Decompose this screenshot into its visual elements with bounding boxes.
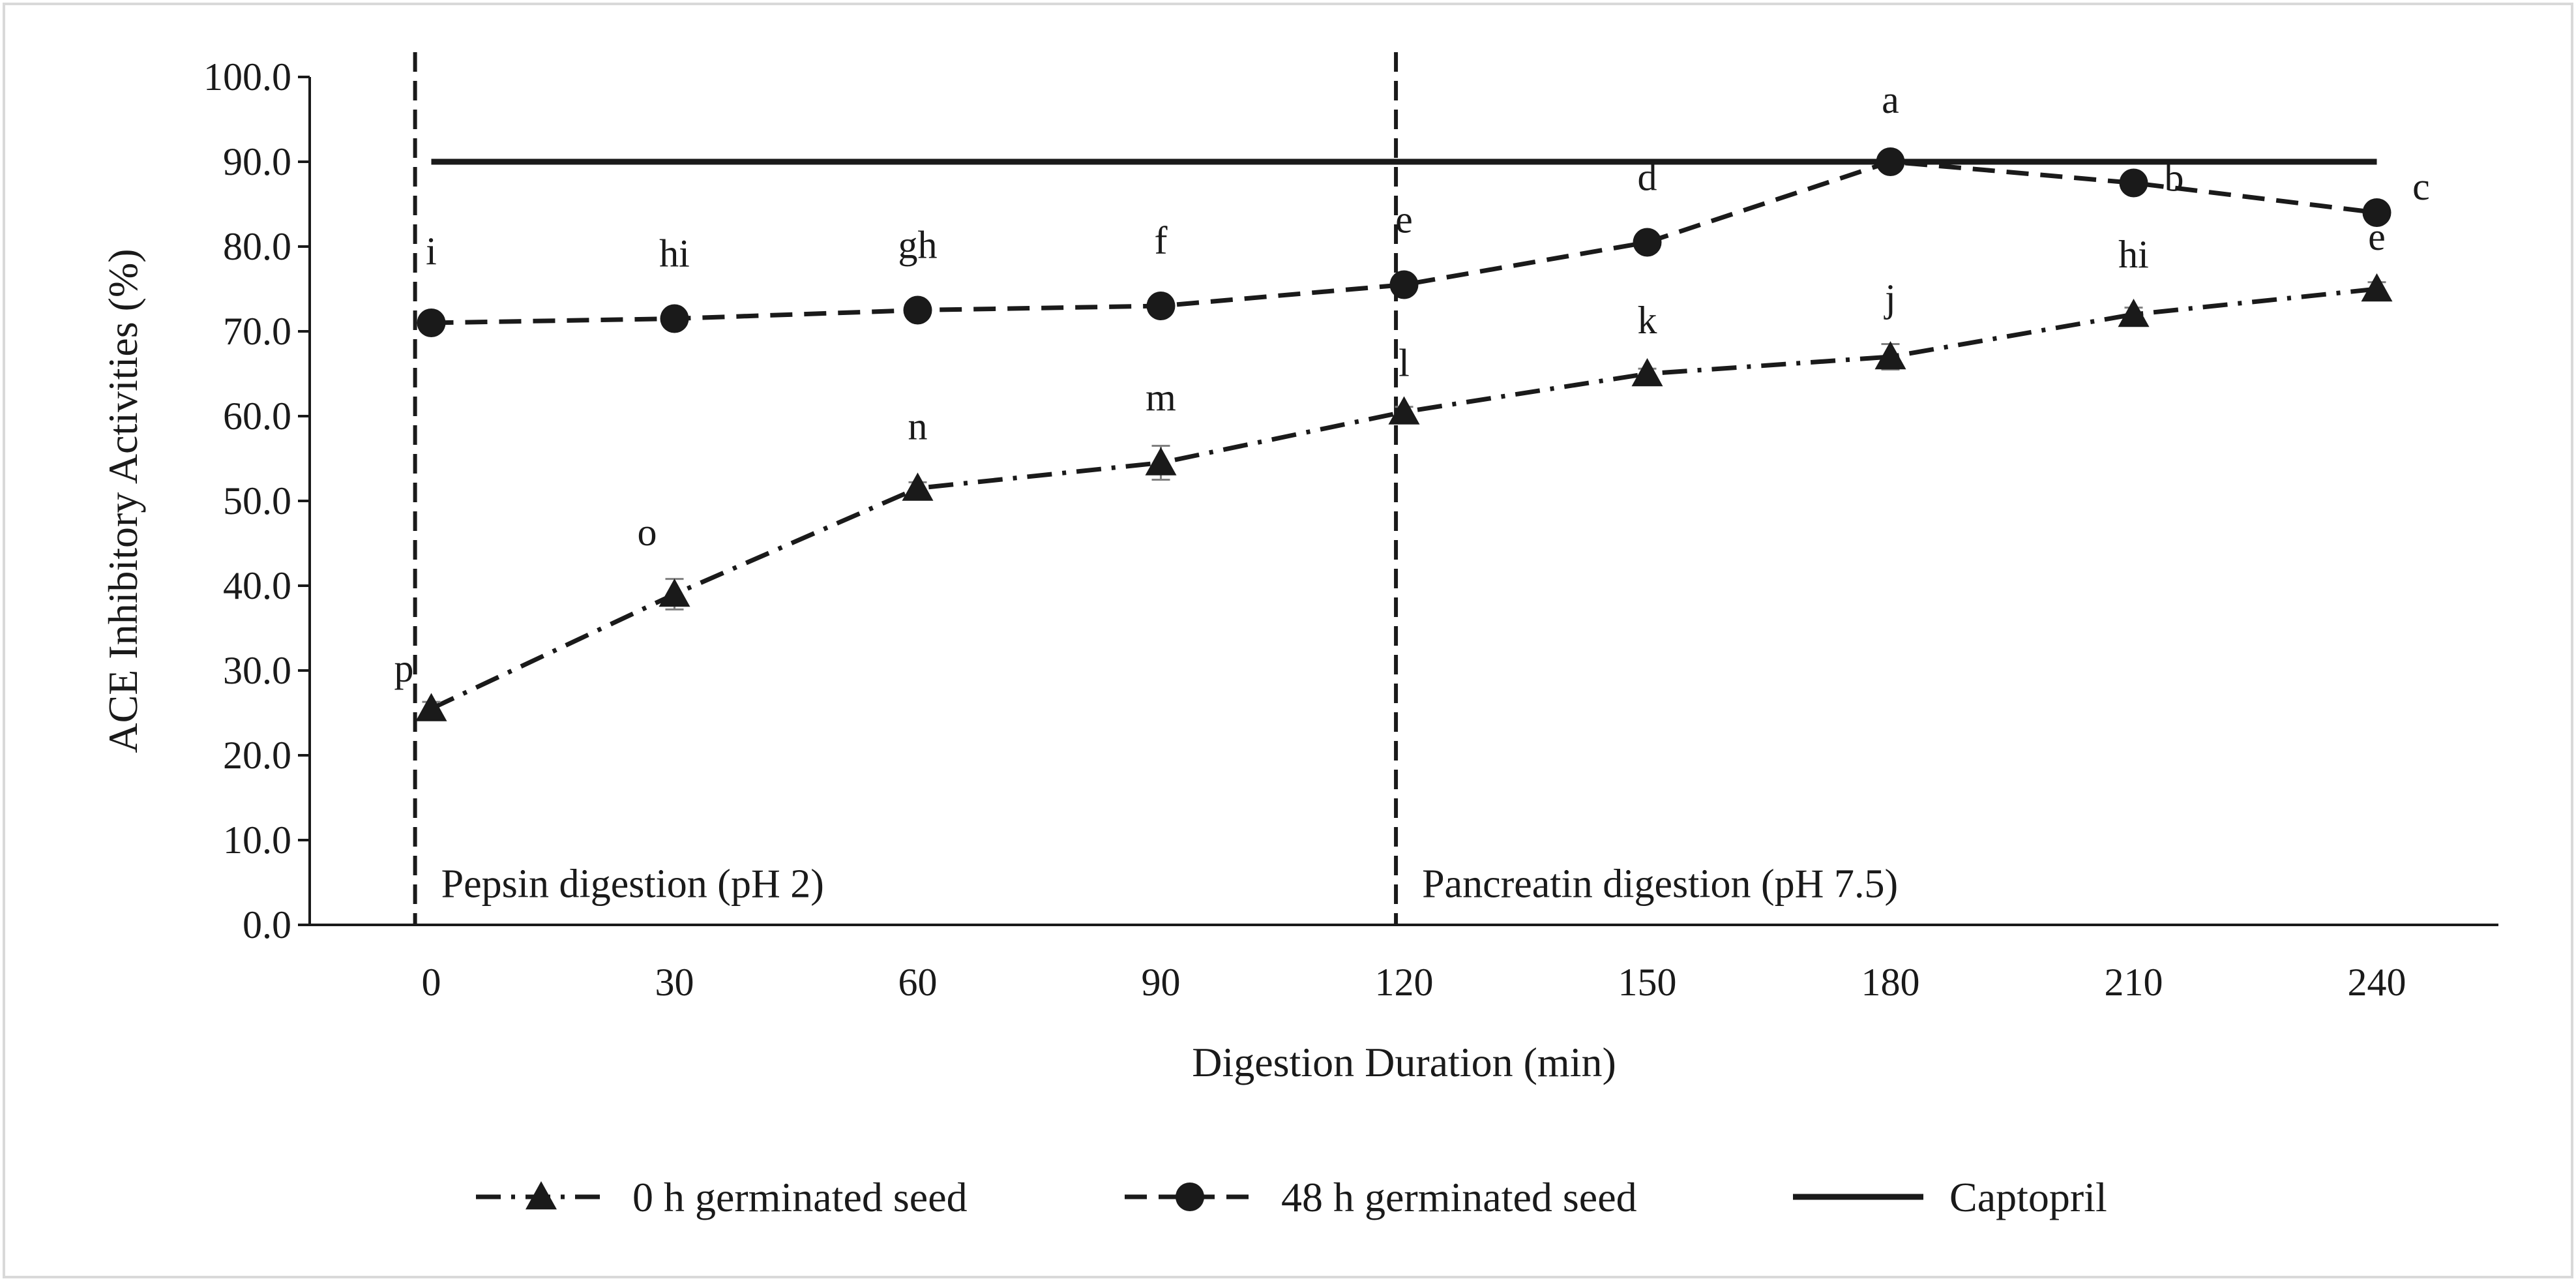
x-tick-label: 120 (1375, 961, 1434, 1004)
significance-letter: hi (659, 232, 690, 275)
x-tick-label: 240 (2348, 961, 2406, 1004)
y-tick-label: 30.0 (223, 649, 291, 692)
significance-letter: gh (898, 224, 938, 267)
reference-label: Pepsin digestion (pH 2) (441, 862, 824, 907)
data-point-circle (660, 304, 689, 333)
significance-letter: e (2368, 215, 2386, 258)
chart-frame (3, 3, 2573, 1278)
x-tick-label: 30 (655, 961, 694, 1004)
data-point-circle (2119, 168, 2148, 198)
legend-label: 0 h germinated seed (632, 1174, 968, 1220)
data-point-triangle (1631, 358, 1663, 387)
significance-letter: p (394, 647, 414, 690)
data-point-circle (1633, 228, 1662, 257)
data-point-triangle (902, 472, 934, 501)
legend: 0 h germinated seed 48 h germinated seed C… (476, 1174, 2107, 1220)
significance-letter: c (2412, 165, 2430, 208)
y-tick-label: 70.0 (223, 310, 291, 353)
data-point-circle (417, 309, 446, 337)
x-tick-label: 180 (1861, 961, 1920, 1004)
series-group (415, 273, 2393, 721)
reference-label: Pancreatin digestion (pH 7.5) (1422, 862, 1898, 907)
x-tick-label: 210 (2105, 961, 2163, 1004)
y-tick-label: 90.0 (223, 140, 291, 183)
data-point-triangle (1388, 396, 1420, 425)
y-tick-label: 10.0 (223, 819, 291, 862)
data-point-circle (903, 295, 932, 325)
legend-entry: 0 h germinated seed (476, 1174, 968, 1220)
significance-letter: d (1638, 156, 1657, 199)
x-tick-label: 90 (1142, 961, 1181, 1004)
y-tick-label: 40.0 (223, 564, 291, 607)
y-tick-label: 20.0 (223, 734, 291, 777)
y-tick-label: 100.0 (203, 55, 291, 98)
data-point-triangle (2361, 273, 2393, 302)
data-point-circle (1389, 270, 1419, 299)
legend-label: 48 h germinated seed (1281, 1174, 1637, 1220)
significance-letter: e (1395, 198, 1413, 241)
data-point-circle (2362, 198, 2391, 227)
data-point-triangle (415, 693, 447, 721)
significance-letter: m (1146, 376, 1176, 419)
series-line (431, 159, 2377, 325)
legend-entry: 48 h germinated seed (1125, 1174, 1637, 1220)
significance-letter: n (908, 405, 928, 448)
significance-letter: j (1884, 277, 1896, 320)
x-tick-label: 60 (898, 961, 938, 1004)
data-point-triangle (659, 579, 690, 607)
y-tick-label: 60.0 (223, 395, 291, 438)
legend-label: Captopril (1949, 1174, 2107, 1220)
significance-letter: hi (2118, 233, 2149, 276)
significance-letter: a (1882, 78, 1899, 121)
data-point-triangle (1145, 447, 1177, 475)
y-tick-label: 50.0 (223, 479, 291, 522)
significance-letter: l (1399, 342, 1410, 385)
y-tick-label: 0.0 (243, 903, 291, 946)
data-point-triangle (2118, 299, 2150, 327)
x-tick-label: 150 (1618, 961, 1677, 1004)
data-point-circle (1176, 1183, 1204, 1211)
x-axis-title: Digestion Duration (min) (1192, 1039, 1616, 1085)
significance-letter: k (1638, 299, 1657, 342)
significance-letter: b (2165, 157, 2184, 200)
data-point-triangle (1874, 341, 1906, 370)
x-tick-label: 0 (422, 961, 441, 1004)
data-point-circle (1146, 292, 1176, 320)
legend-entry: Captopril (1793, 1174, 2107, 1220)
y-tick-label: 80.0 (223, 225, 291, 268)
data-point-triangle (526, 1181, 557, 1210)
significance-letter: o (638, 511, 657, 554)
significance-letter: i (426, 230, 437, 273)
y-axis-title: ACE Inhibitory Activities (%) (100, 249, 146, 753)
significance-letter: f (1155, 219, 1168, 262)
